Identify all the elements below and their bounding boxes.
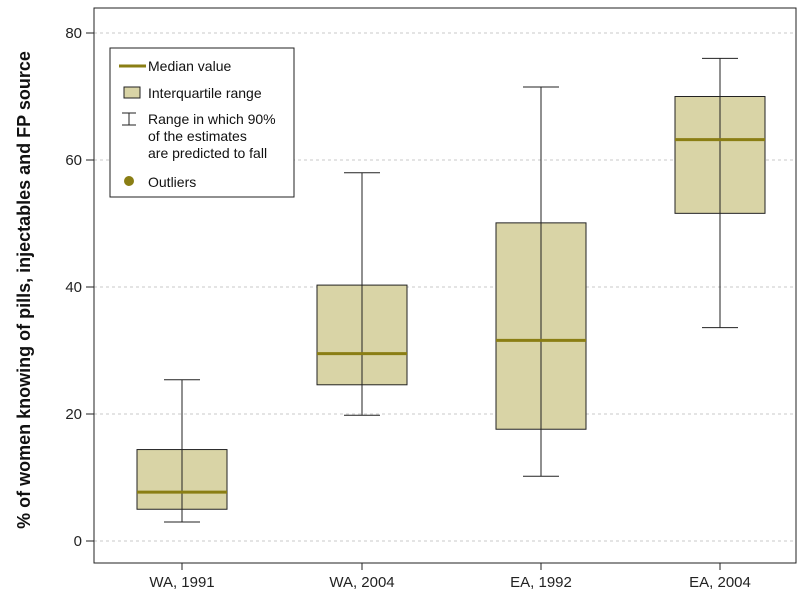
- x-tick-label: WA, 1991: [149, 574, 214, 591]
- legend-range-label-line-1: Range in which 90%: [148, 111, 276, 127]
- legend-median-label: Median value: [148, 58, 231, 74]
- box-4: [674, 57, 766, 329]
- axis-ticks: 0 20 40 60 80 WA, 1991 WA, 2004 EA, 1992 EA, 200…: [65, 25, 751, 591]
- y-tick-label: 40: [65, 279, 82, 296]
- box-1: [136, 379, 228, 523]
- box-2: [316, 172, 408, 416]
- whisker-icon: [122, 112, 136, 126]
- plot-frame: [93, 7, 797, 564]
- x-tick-label: EA, 1992: [510, 574, 572, 591]
- y-tick-label: 20: [65, 406, 82, 423]
- y-tick-label: 0: [74, 533, 82, 550]
- y-tick-label: 60: [65, 152, 82, 169]
- legend-frame: [109, 47, 295, 198]
- y-tick-label: 80: [65, 25, 82, 42]
- box-3: [495, 86, 587, 477]
- legend-outliers-label: Outliers: [148, 174, 196, 190]
- legend: Median value Interquartile range Range i…: [109, 47, 295, 198]
- x-tick-label: WA, 2004: [329, 574, 394, 591]
- legend-iqr-label: Interquartile range: [148, 85, 262, 101]
- legend-range-label-line-2: of the estimates: [148, 128, 247, 144]
- x-tick-label: EA, 2004: [689, 574, 751, 591]
- box-swatch-icon: [123, 86, 141, 99]
- boxes: [136, 57, 766, 523]
- y-axis-label: % of women knowing of pills, injectables…: [14, 51, 34, 529]
- outlier-dot-icon: [124, 176, 134, 186]
- legend-range-label-line-3: are predicted to fall: [148, 145, 267, 161]
